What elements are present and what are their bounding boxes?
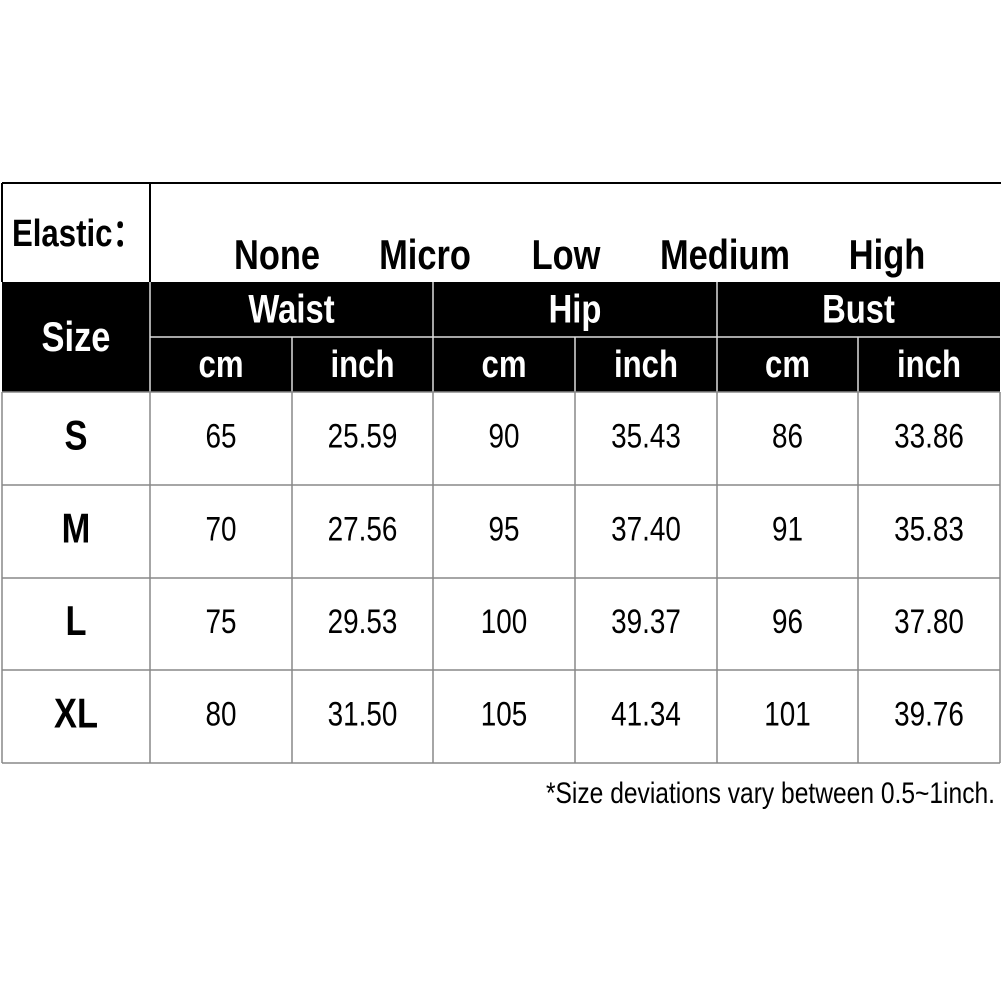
cell-value: 35.43 (611, 417, 681, 455)
unit-header: inch (614, 344, 678, 386)
size-label: L (65, 598, 86, 645)
elastic-option: Micro (379, 232, 471, 279)
cell-value: 70 (205, 510, 236, 548)
cell-value: 39.37 (611, 602, 681, 640)
cell-value: 33.86 (894, 417, 964, 455)
cell-value: 95 (488, 510, 519, 548)
cell-value: 80 (205, 695, 236, 733)
cell-value: 35.83 (894, 510, 964, 548)
size-label: M (62, 505, 91, 552)
unit-header: inch (897, 344, 961, 386)
unit-header: cm (765, 344, 810, 386)
cell-value: 37.80 (894, 602, 964, 640)
cell-value: 96 (772, 602, 803, 640)
footnote: *Size deviations vary between 0.5~1inch. (546, 776, 995, 810)
cell-value: 25.59 (328, 417, 398, 455)
unit-header: cm (198, 344, 243, 386)
cell-value: 86 (772, 417, 803, 455)
cell-value: 91 (772, 510, 803, 548)
elastic-option: None (234, 232, 320, 279)
size-header: Size (42, 314, 111, 361)
group-header: Hip (549, 286, 602, 331)
cell-value: 27.56 (328, 510, 398, 548)
elastic-option: Low (532, 232, 601, 279)
size-label: S (65, 412, 88, 459)
cell-value: 75 (205, 602, 236, 640)
cell-value: 105 (481, 695, 528, 733)
unit-header: inch (330, 344, 394, 386)
cell-value: 31.50 (328, 695, 398, 733)
elastic-label: Elastic： (12, 213, 144, 255)
group-header: Bust (822, 286, 895, 331)
elastic-option: High (849, 232, 925, 279)
size-label: XL (54, 690, 98, 737)
unit-header: cm (481, 344, 526, 386)
cell-value: 39.76 (894, 695, 964, 733)
cell-value: 90 (488, 417, 519, 455)
cell-value: 65 (205, 417, 236, 455)
elastic-option: Medium (660, 232, 790, 279)
cell-value: 37.40 (611, 510, 681, 548)
cell-value: 101 (764, 695, 811, 733)
cell-value: 100 (481, 602, 528, 640)
cell-value: 29.53 (328, 602, 398, 640)
cell-value: 41.34 (611, 695, 681, 733)
group-header: Waist (248, 286, 334, 331)
